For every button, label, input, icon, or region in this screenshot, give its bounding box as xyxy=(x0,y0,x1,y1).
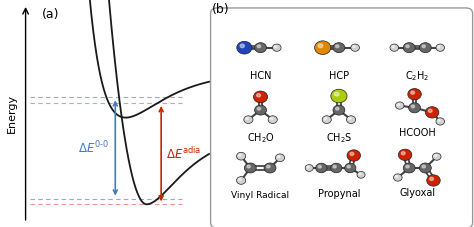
Circle shape xyxy=(397,104,400,106)
Circle shape xyxy=(275,154,284,162)
Circle shape xyxy=(403,43,415,53)
Circle shape xyxy=(359,173,361,175)
Circle shape xyxy=(434,155,437,157)
Circle shape xyxy=(411,105,415,108)
Circle shape xyxy=(255,43,266,53)
Circle shape xyxy=(393,174,402,181)
Circle shape xyxy=(395,175,398,178)
Circle shape xyxy=(406,45,409,48)
Circle shape xyxy=(257,107,261,110)
Circle shape xyxy=(347,165,350,168)
Circle shape xyxy=(247,165,250,168)
Circle shape xyxy=(419,163,431,173)
Circle shape xyxy=(264,163,276,173)
Circle shape xyxy=(268,116,277,123)
Text: $\Delta E^{\rm adia}$: $\Delta E^{\rm adia}$ xyxy=(166,146,201,162)
Circle shape xyxy=(315,41,331,54)
Circle shape xyxy=(277,155,280,158)
Circle shape xyxy=(318,44,323,48)
Circle shape xyxy=(411,91,415,94)
Text: Energy: Energy xyxy=(7,94,17,133)
Text: HCN: HCN xyxy=(250,71,271,81)
Circle shape xyxy=(392,46,394,48)
Circle shape xyxy=(345,163,356,173)
Circle shape xyxy=(237,41,252,54)
Circle shape xyxy=(422,45,425,48)
Text: Vinyl Radical: Vinyl Radical xyxy=(231,191,290,200)
Text: $\mathregular{CH_2O}$: $\mathregular{CH_2O}$ xyxy=(246,132,274,145)
Text: Propynal: Propynal xyxy=(318,189,360,199)
Circle shape xyxy=(305,165,313,171)
Circle shape xyxy=(246,117,248,120)
Circle shape xyxy=(408,89,421,100)
Circle shape xyxy=(318,165,321,168)
Circle shape xyxy=(438,119,440,121)
Circle shape xyxy=(237,177,246,184)
Text: Glyoxal: Glyoxal xyxy=(399,188,435,198)
Circle shape xyxy=(406,165,409,168)
Circle shape xyxy=(254,91,268,103)
Circle shape xyxy=(428,109,432,112)
Circle shape xyxy=(419,43,431,53)
Circle shape xyxy=(398,149,412,160)
Circle shape xyxy=(422,165,425,168)
Circle shape xyxy=(273,44,281,51)
Circle shape xyxy=(244,116,253,123)
Text: (a): (a) xyxy=(42,8,60,21)
Circle shape xyxy=(333,43,345,53)
Circle shape xyxy=(267,165,270,168)
Circle shape xyxy=(401,152,405,155)
Circle shape xyxy=(436,118,445,125)
Circle shape xyxy=(333,165,336,168)
Circle shape xyxy=(432,153,441,160)
Circle shape xyxy=(425,107,439,118)
Text: (b): (b) xyxy=(212,3,229,16)
Circle shape xyxy=(336,107,339,110)
Text: $\mathregular{CH_2S}$: $\mathregular{CH_2S}$ xyxy=(326,132,352,145)
Circle shape xyxy=(245,163,256,173)
Circle shape xyxy=(438,46,440,48)
Circle shape xyxy=(353,46,355,48)
Circle shape xyxy=(238,178,241,180)
Circle shape xyxy=(395,102,404,109)
Circle shape xyxy=(436,44,445,51)
Circle shape xyxy=(238,154,241,156)
Circle shape xyxy=(347,150,361,161)
Circle shape xyxy=(240,44,245,48)
Circle shape xyxy=(336,45,339,48)
Text: HCOOH: HCOOH xyxy=(399,128,436,138)
Circle shape xyxy=(357,171,365,178)
Circle shape xyxy=(346,116,356,123)
FancyBboxPatch shape xyxy=(210,8,473,227)
Circle shape xyxy=(270,117,273,120)
Circle shape xyxy=(334,92,339,96)
Circle shape xyxy=(237,152,246,160)
Circle shape xyxy=(351,44,359,51)
Circle shape xyxy=(331,89,347,103)
Circle shape xyxy=(403,163,415,173)
Circle shape xyxy=(307,166,309,168)
Text: $\mathregular{C_2H_2}$: $\mathregular{C_2H_2}$ xyxy=(405,69,429,83)
Circle shape xyxy=(348,117,351,120)
Text: $\Delta E^{0\text{-}0}$: $\Delta E^{0\text{-}0}$ xyxy=(78,140,109,156)
Circle shape xyxy=(350,152,354,155)
Circle shape xyxy=(256,94,261,97)
Circle shape xyxy=(409,103,420,113)
Circle shape xyxy=(255,105,266,115)
Circle shape xyxy=(430,177,433,180)
Text: HCP: HCP xyxy=(329,71,349,81)
Circle shape xyxy=(333,105,345,115)
Circle shape xyxy=(427,175,440,186)
Circle shape xyxy=(322,116,331,123)
Circle shape xyxy=(316,163,327,173)
Circle shape xyxy=(324,117,327,120)
Circle shape xyxy=(330,163,342,173)
Circle shape xyxy=(390,44,399,51)
Circle shape xyxy=(257,45,261,48)
Circle shape xyxy=(274,46,277,48)
